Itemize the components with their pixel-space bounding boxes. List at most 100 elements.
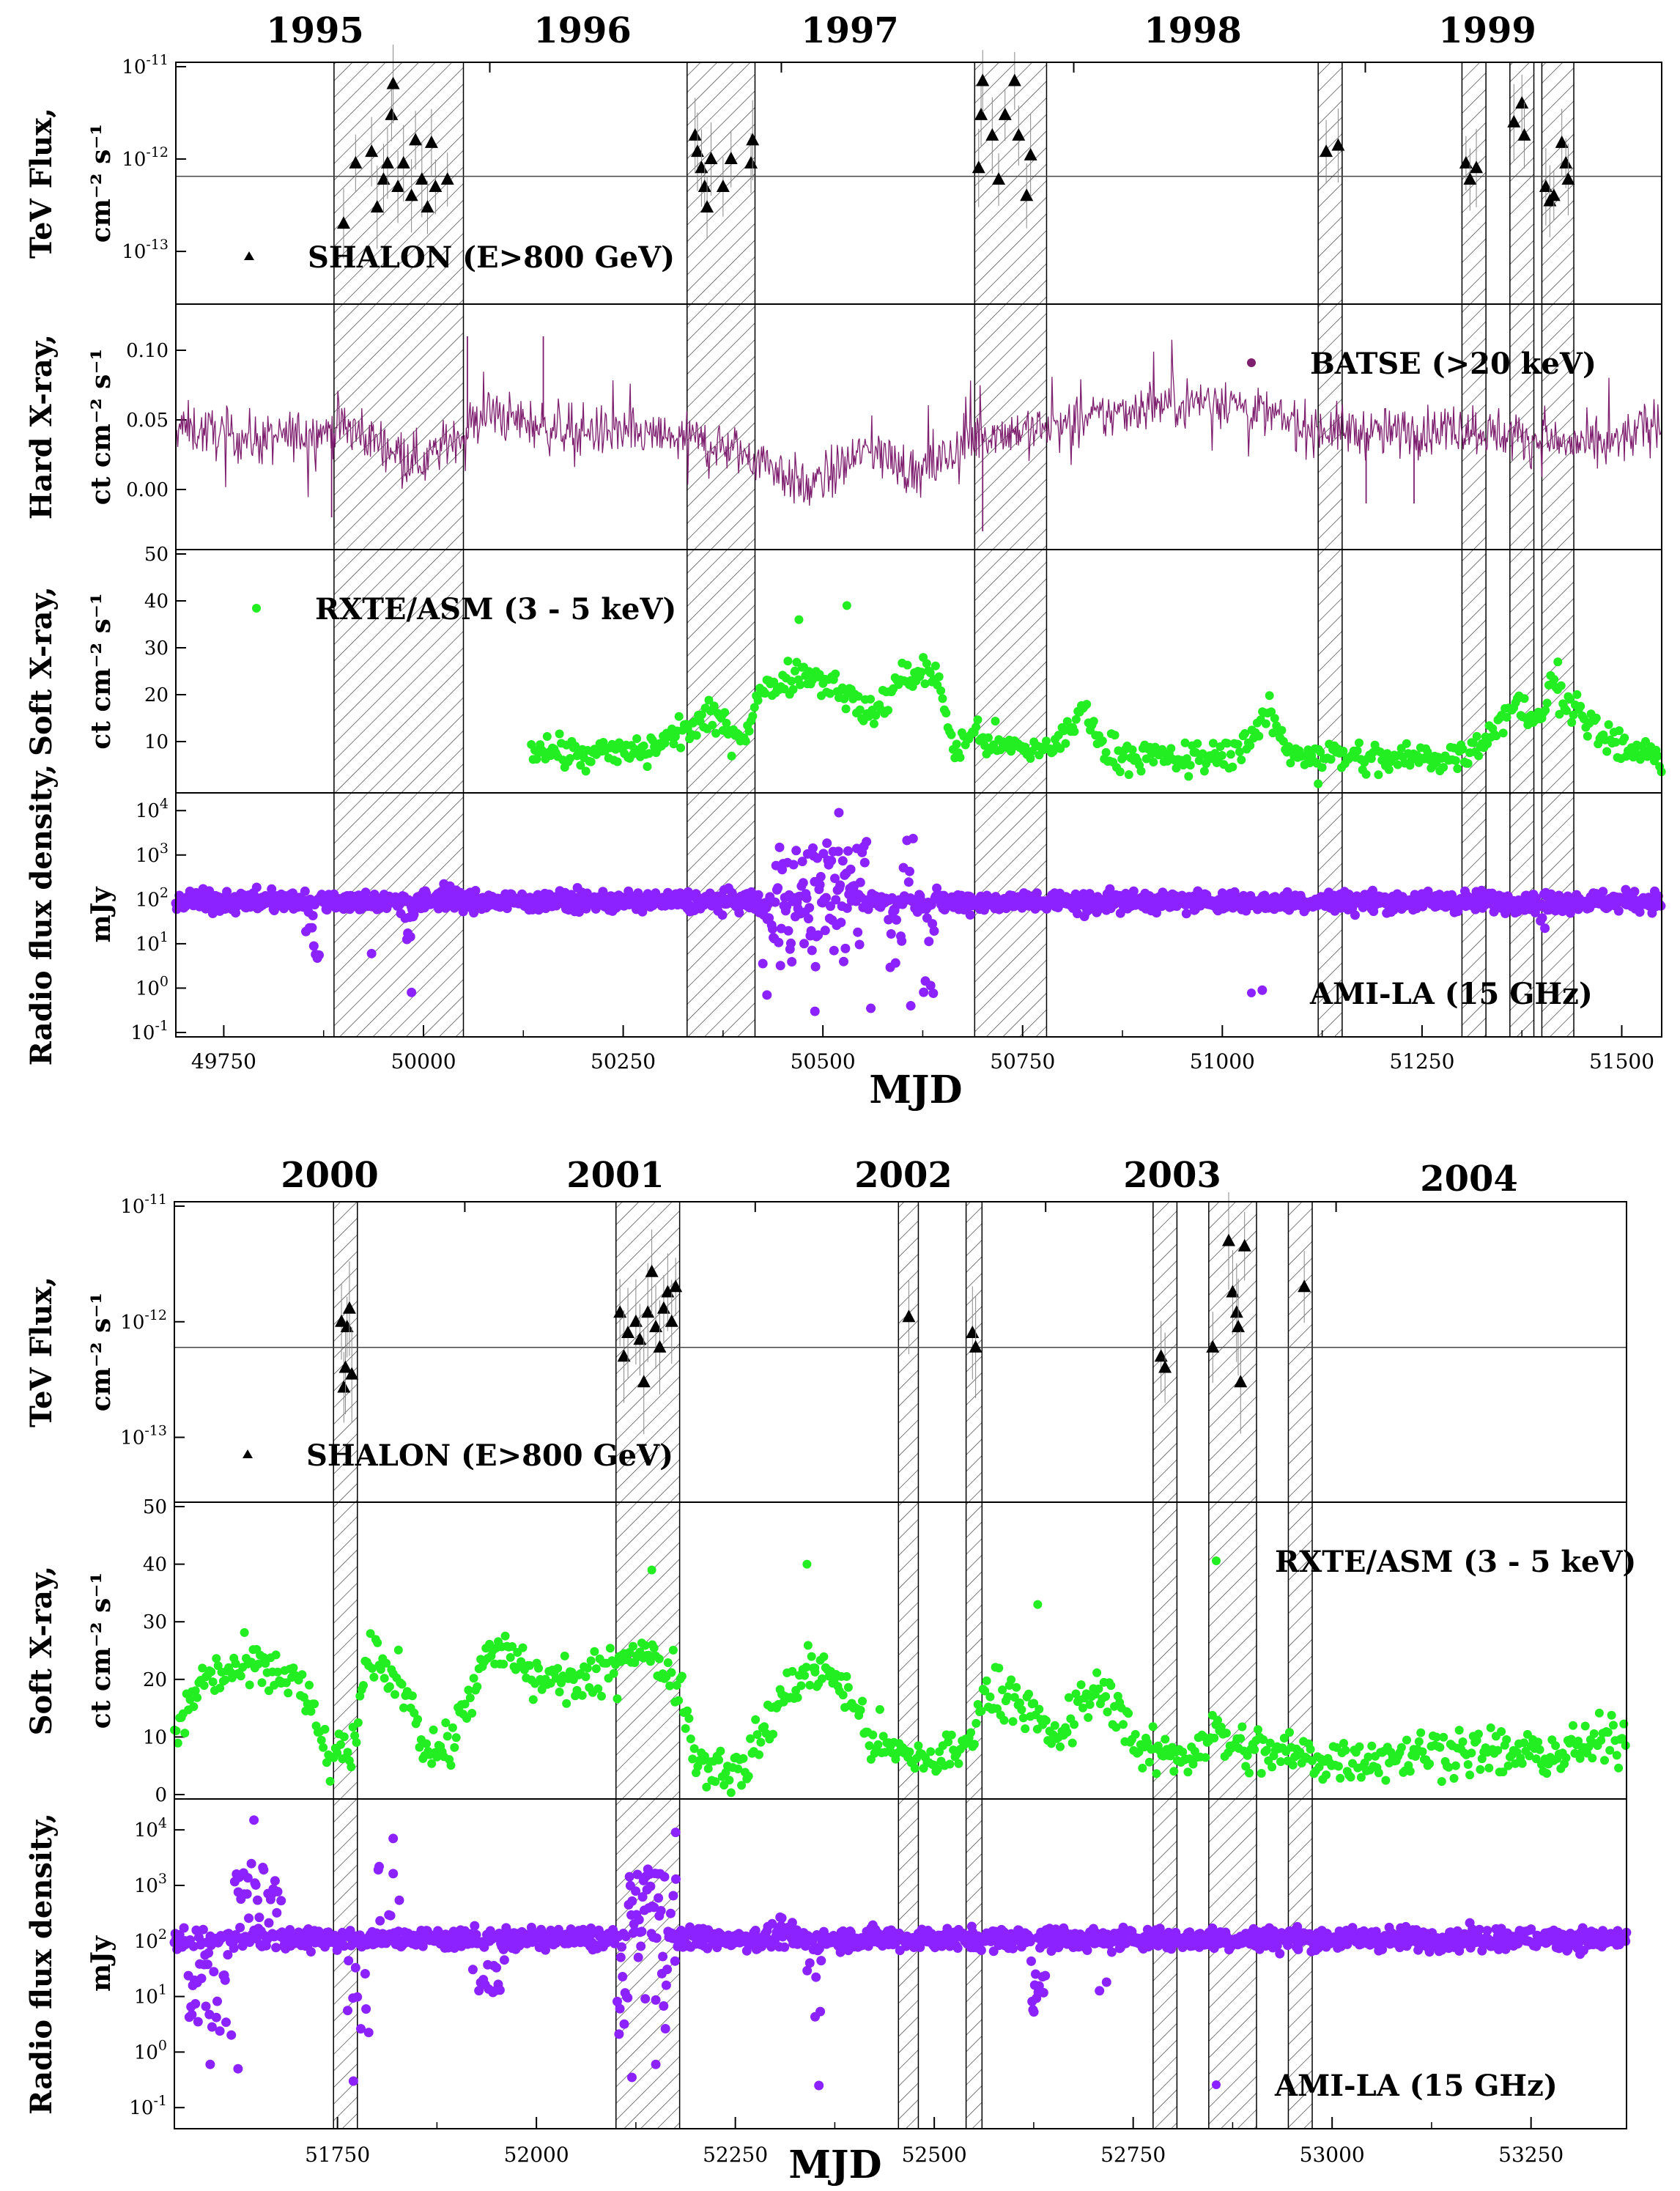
data-point: [1402, 1735, 1411, 1745]
data-point: [1257, 985, 1268, 995]
data-point: [609, 1669, 618, 1678]
year-label: 1998: [1144, 10, 1242, 51]
data-point: [855, 877, 865, 887]
data-point: [826, 689, 835, 698]
data-point: [222, 887, 232, 897]
data-point: [815, 871, 826, 882]
data-point: [374, 1861, 384, 1872]
data-point: [1381, 1776, 1391, 1785]
data-point: [1322, 1770, 1331, 1780]
data-point: [1026, 754, 1035, 763]
data-point: [1149, 758, 1158, 766]
data-point: [1352, 746, 1362, 755]
data-point: [586, 1656, 596, 1666]
legend-marker: [1247, 989, 1256, 997]
data-point: [972, 1718, 981, 1728]
data-point: [669, 739, 678, 749]
data-point: [1635, 755, 1645, 764]
data-point: [992, 172, 1006, 185]
data-point: [945, 1759, 955, 1769]
tick-exponent: -1: [153, 2093, 167, 2109]
year-label: 1996: [533, 10, 632, 51]
data-point: [629, 1641, 637, 1651]
data-point: [1062, 1728, 1072, 1737]
data-point: [716, 1746, 725, 1756]
data-point: [954, 1759, 963, 1768]
x-axis-label: MJD: [788, 2143, 881, 2187]
data-point: [1472, 731, 1481, 741]
y-tick-label: 20: [144, 684, 169, 706]
data-point: [352, 1737, 361, 1747]
tick-exponent: 4: [160, 796, 169, 812]
data-point: [1114, 746, 1123, 755]
data-point: [1275, 1948, 1285, 1959]
data-point: [1576, 701, 1585, 711]
data-point: [1602, 747, 1612, 756]
data-point: [226, 2030, 237, 2040]
data-point: [1067, 1738, 1077, 1748]
data-point: [257, 1678, 267, 1688]
data-point: [1320, 144, 1333, 158]
data-point: [307, 923, 317, 933]
data-point: [619, 2019, 629, 2029]
data-point: [1476, 1765, 1485, 1774]
data-point: [409, 133, 423, 146]
data-point: [1098, 736, 1107, 745]
year-label: 2002: [854, 1155, 952, 1196]
data-point: [845, 864, 856, 874]
data-point: [668, 1645, 678, 1655]
data-point: [440, 172, 454, 185]
data-point: [1555, 709, 1564, 719]
data-point: [1542, 698, 1552, 708]
year-label: 2000: [281, 1155, 379, 1196]
data-point: [1463, 1760, 1473, 1769]
data-point: [1470, 160, 1484, 174]
data-point: [1237, 1722, 1247, 1732]
y-tick-label: 104: [134, 1815, 167, 1841]
data-point: [683, 1706, 692, 1715]
data-point: [1092, 1668, 1102, 1677]
tick-base: 10: [122, 56, 146, 78]
data-point: [1375, 747, 1385, 757]
data-point: [906, 1001, 916, 1011]
data-point: [1235, 747, 1244, 756]
data-point: [1611, 737, 1621, 747]
y-tick-label: 10-1: [129, 2093, 167, 2119]
data-point: [380, 155, 394, 169]
data-point: [347, 1762, 356, 1772]
data-point: [1056, 1742, 1065, 1751]
data-point: [663, 1658, 673, 1667]
data-point: [319, 1743, 328, 1752]
data-point: [284, 1688, 293, 1698]
data-point: [1569, 1721, 1577, 1730]
y-tick-label: 40: [143, 1554, 167, 1576]
data-point: [794, 615, 804, 624]
year-label: 1999: [1438, 10, 1536, 51]
data-point: [1166, 744, 1176, 753]
data-point: [1439, 763, 1448, 772]
y-tick-label: 101: [136, 929, 169, 956]
data-point: [1240, 729, 1250, 738]
data-point: [1539, 179, 1553, 192]
data-point: [320, 1724, 330, 1734]
data-point: [615, 1952, 626, 1962]
data-point: [744, 726, 754, 736]
data-point: [229, 1943, 239, 1953]
data-point: [804, 1958, 815, 1968]
data-point: [791, 846, 802, 856]
data-point: [934, 672, 944, 681]
data-point: [254, 1913, 264, 1923]
data-point: [741, 736, 750, 746]
data-point: [1603, 1728, 1613, 1737]
data-point: [267, 884, 277, 894]
data-point: [1423, 747, 1432, 757]
data-point: [1017, 1705, 1026, 1715]
data-point: [1502, 712, 1511, 722]
data-point: [1498, 728, 1508, 738]
data-point: [448, 1723, 457, 1732]
data-point: [555, 729, 564, 739]
data-point: [1029, 2007, 1039, 2017]
data-point: [803, 1641, 813, 1650]
